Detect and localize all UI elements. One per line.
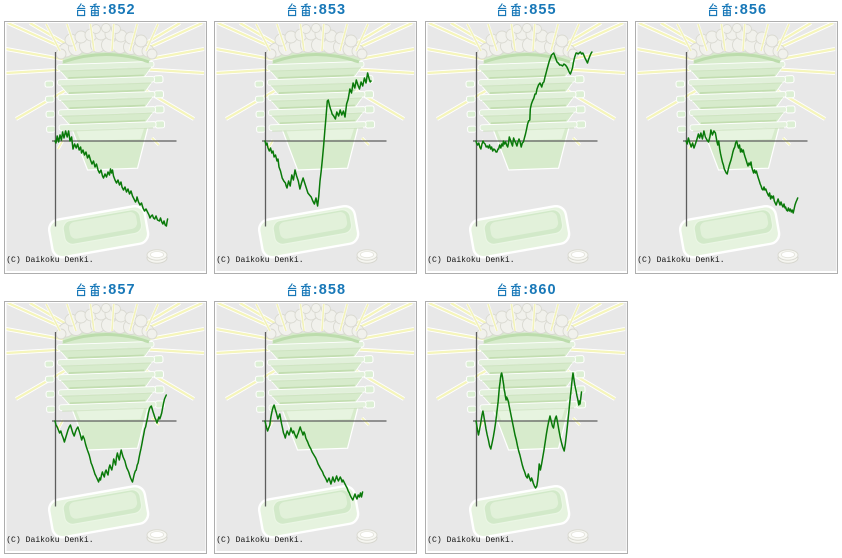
svg-text:(C) Daikoku Denki.: (C) Daikoku Denki. bbox=[6, 256, 93, 265]
svg-text:(C) Daikoku Denki.: (C) Daikoku Denki. bbox=[6, 536, 93, 545]
svg-text:(C) Daikoku Denki.: (C) Daikoku Denki. bbox=[637, 256, 724, 265]
svg-text:(C) Daikoku Denki.: (C) Daikoku Denki. bbox=[216, 536, 303, 545]
svg-text:(C) Daikoku Denki.: (C) Daikoku Denki. bbox=[427, 256, 514, 265]
svg-text:(C) Daikoku Denki.: (C) Daikoku Denki. bbox=[216, 256, 303, 265]
svg-text:(C) Daikoku Denki.: (C) Daikoku Denki. bbox=[427, 536, 514, 545]
